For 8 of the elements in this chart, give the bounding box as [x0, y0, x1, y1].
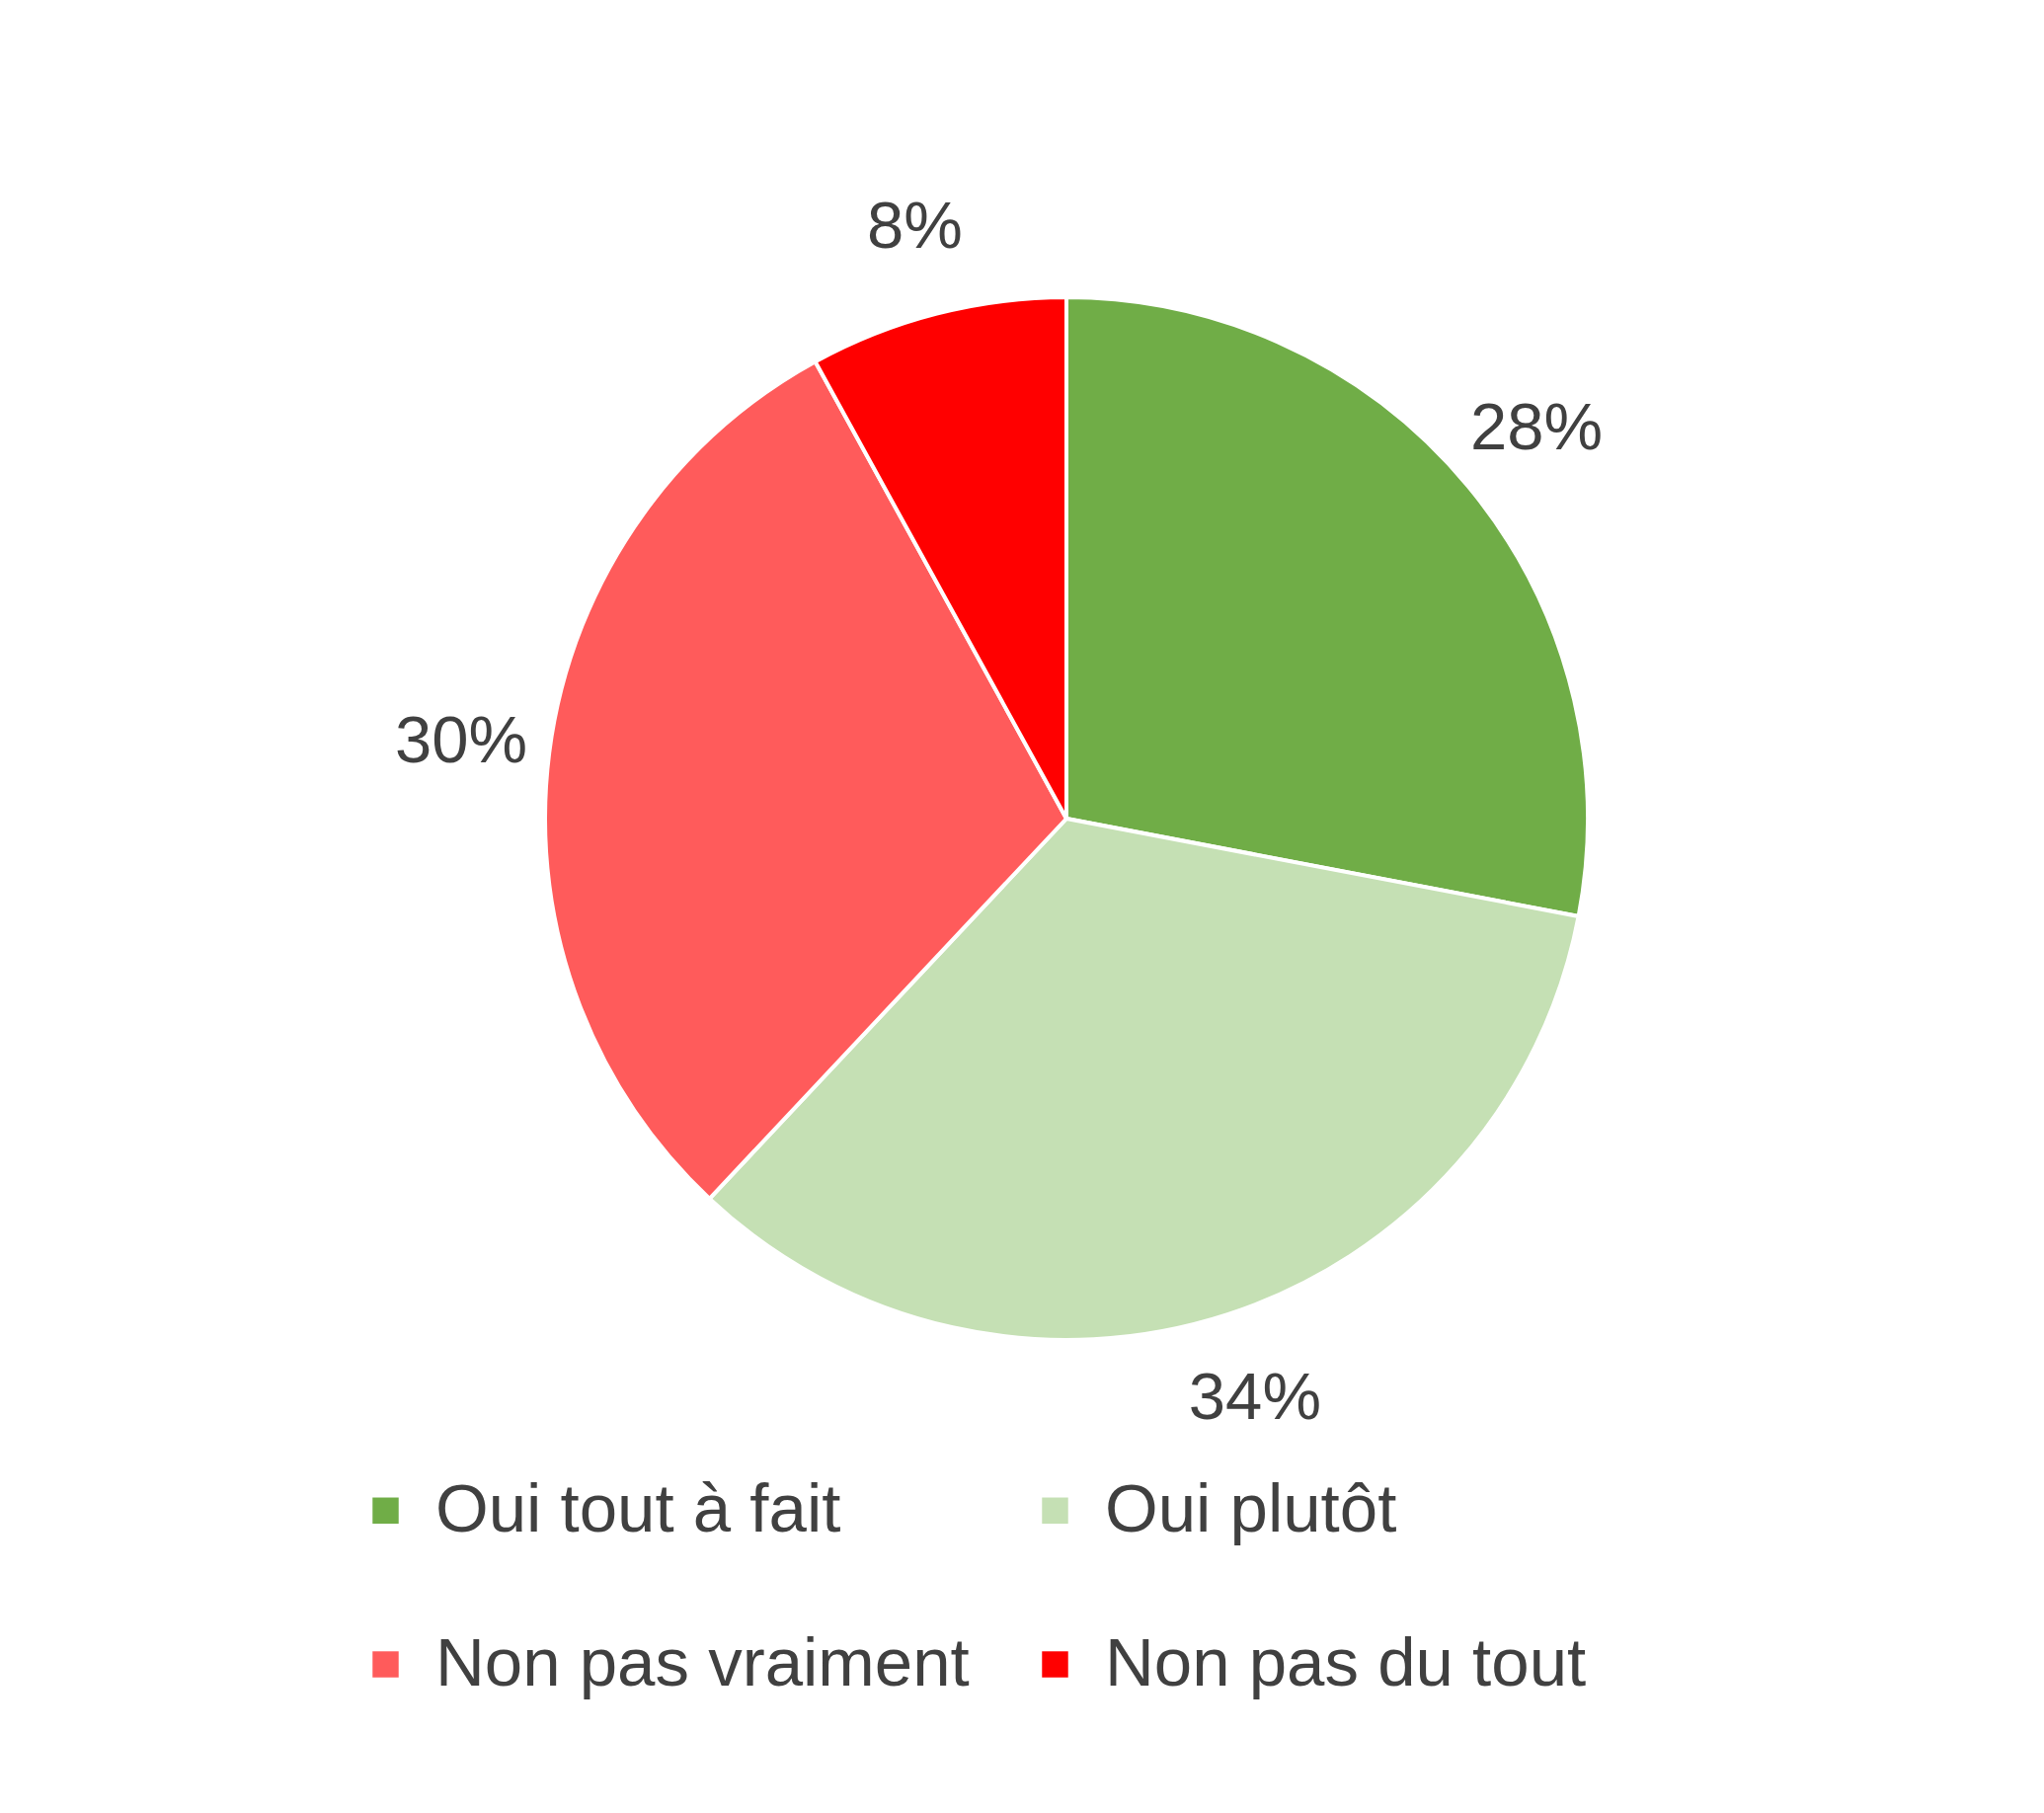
legend-label: Non pas du tout	[1105, 1623, 1587, 1700]
data-label: 8%	[866, 187, 963, 262]
data-label: 34%	[1188, 1358, 1321, 1433]
legend-label: Oui tout à fait	[435, 1469, 841, 1546]
data-label: 28%	[1469, 389, 1604, 464]
data-label: 30%	[395, 701, 528, 776]
legend-label: Non pas vraiment	[435, 1623, 970, 1700]
legend-label: Oui plutôt	[1105, 1469, 1397, 1546]
